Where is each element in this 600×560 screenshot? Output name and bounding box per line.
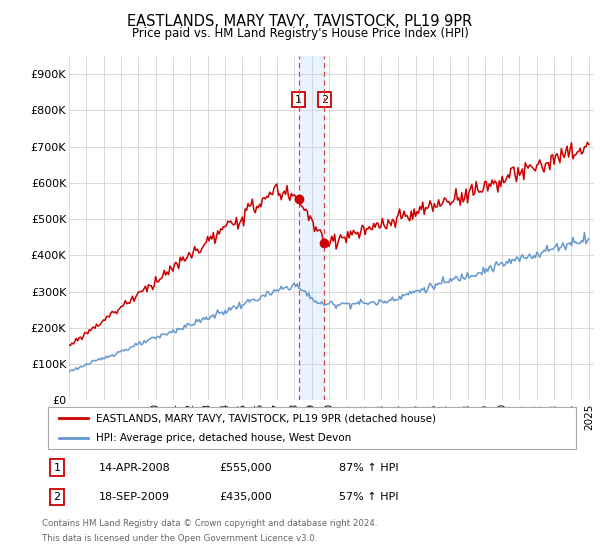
Text: EASTLANDS, MARY TAVY, TAVISTOCK, PL19 9PR: EASTLANDS, MARY TAVY, TAVISTOCK, PL19 9P… xyxy=(127,14,473,29)
Text: 14-APR-2008: 14-APR-2008 xyxy=(99,463,171,473)
Text: Contains HM Land Registry data © Crown copyright and database right 2024.: Contains HM Land Registry data © Crown c… xyxy=(42,519,377,528)
Text: Price paid vs. HM Land Registry's House Price Index (HPI): Price paid vs. HM Land Registry's House … xyxy=(131,27,469,40)
Text: £555,000: £555,000 xyxy=(219,463,272,473)
Text: 87% ↑ HPI: 87% ↑ HPI xyxy=(339,463,398,473)
Text: HPI: Average price, detached house, West Devon: HPI: Average price, detached house, West… xyxy=(95,433,351,442)
Text: EASTLANDS, MARY TAVY, TAVISTOCK, PL19 9PR (detached house): EASTLANDS, MARY TAVY, TAVISTOCK, PL19 9P… xyxy=(95,413,436,423)
Text: 57% ↑ HPI: 57% ↑ HPI xyxy=(339,492,398,502)
Bar xyxy=(299,56,324,400)
Text: £435,000: £435,000 xyxy=(219,492,272,502)
Text: 1: 1 xyxy=(295,95,302,105)
Text: 18-SEP-2009: 18-SEP-2009 xyxy=(99,492,170,502)
Text: 2: 2 xyxy=(321,95,328,105)
Text: 2: 2 xyxy=(53,492,61,502)
Text: This data is licensed under the Open Government Licence v3.0.: This data is licensed under the Open Gov… xyxy=(42,534,317,543)
Text: 1: 1 xyxy=(53,463,61,473)
